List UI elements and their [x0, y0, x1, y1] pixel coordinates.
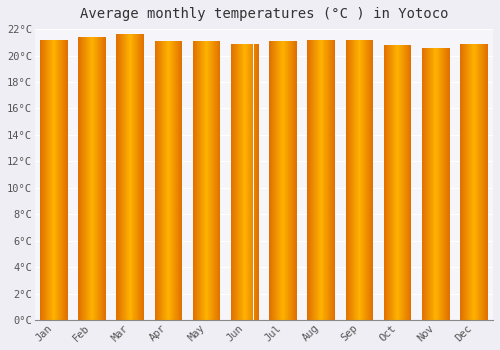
- Title: Average monthly temperatures (°C ) in Yotoco: Average monthly temperatures (°C ) in Yo…: [80, 7, 448, 21]
